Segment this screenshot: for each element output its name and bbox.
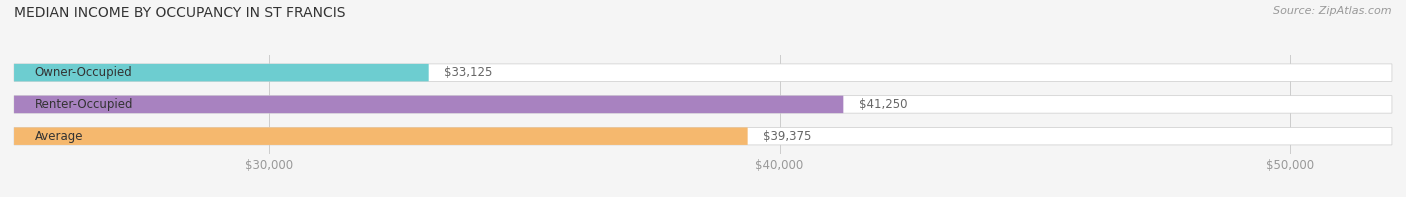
FancyBboxPatch shape <box>14 96 844 113</box>
Text: $33,125: $33,125 <box>444 66 492 79</box>
FancyBboxPatch shape <box>14 96 1392 113</box>
FancyBboxPatch shape <box>14 127 748 145</box>
Text: Owner-Occupied: Owner-Occupied <box>35 66 132 79</box>
Text: Average: Average <box>35 130 83 143</box>
Text: Source: ZipAtlas.com: Source: ZipAtlas.com <box>1274 6 1392 16</box>
Text: $39,375: $39,375 <box>763 130 811 143</box>
FancyBboxPatch shape <box>14 64 429 81</box>
Text: MEDIAN INCOME BY OCCUPANCY IN ST FRANCIS: MEDIAN INCOME BY OCCUPANCY IN ST FRANCIS <box>14 6 346 20</box>
Text: $41,250: $41,250 <box>859 98 907 111</box>
Text: Renter-Occupied: Renter-Occupied <box>35 98 134 111</box>
FancyBboxPatch shape <box>14 127 1392 145</box>
FancyBboxPatch shape <box>14 64 1392 81</box>
